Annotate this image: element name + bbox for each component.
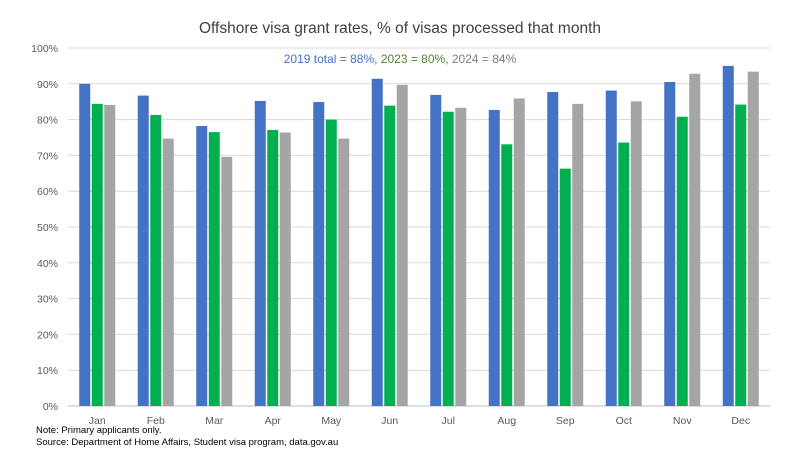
y-tick-label: 30% bbox=[37, 294, 58, 306]
subtitle-2023: 2023 = 80%, bbox=[377, 52, 449, 66]
chart-source: Source: Department of Home Affairs, Stud… bbox=[36, 437, 339, 448]
bar-jan-series-2 bbox=[91, 103, 103, 407]
bar-mar-series-2 bbox=[208, 132, 220, 406]
x-tick-label: Jul bbox=[442, 415, 455, 427]
x-tick-label: May bbox=[321, 415, 342, 427]
x-tick-label: Mar bbox=[205, 415, 224, 427]
y-tick-label: 20% bbox=[37, 329, 58, 341]
bar-mar-series-3 bbox=[221, 156, 233, 406]
y-tick-label: 90% bbox=[37, 79, 58, 91]
bar-oct-series-3 bbox=[630, 101, 642, 406]
x-tick-label: Jun bbox=[381, 415, 398, 427]
bar-nov-series-3 bbox=[689, 73, 701, 406]
y-tick-label: 0% bbox=[43, 401, 58, 413]
bar-aug-series-3 bbox=[513, 98, 525, 406]
bar-jul-series-3 bbox=[455, 107, 467, 406]
bar-feb-series-3 bbox=[162, 138, 174, 406]
bar-dec-series-3 bbox=[747, 71, 759, 407]
bar-feb-series-1 bbox=[137, 95, 149, 406]
x-tick-label: Sep bbox=[556, 415, 575, 427]
chart-note: Note: Primary applicants only. bbox=[36, 425, 162, 436]
bar-aug-series-2 bbox=[501, 144, 513, 406]
y-tick-label: 10% bbox=[37, 365, 58, 377]
bar-apr-series-1 bbox=[254, 100, 266, 406]
chart-title: Offshore visa grant rates, % of visas pr… bbox=[198, 20, 602, 37]
bar-jun-series-1 bbox=[371, 78, 383, 407]
bar-sep-series-3 bbox=[572, 103, 584, 407]
x-tick-label: Apr bbox=[265, 415, 282, 427]
subtitle-2024: 2024 = 84% bbox=[448, 52, 517, 66]
y-tick-label: 100% bbox=[31, 43, 58, 55]
y-tick-label: 60% bbox=[37, 186, 58, 198]
bar-dec-series-2 bbox=[735, 104, 747, 407]
y-tick-label: 50% bbox=[37, 222, 58, 234]
bar-may-series-2 bbox=[325, 119, 337, 406]
bar-may-series-1 bbox=[313, 102, 325, 407]
bar-nov-series-1 bbox=[664, 82, 676, 406]
x-tick-label: Feb bbox=[147, 415, 165, 427]
bar-apr-series-3 bbox=[279, 132, 291, 406]
subtitle-2019: 2019 total = 88%, bbox=[283, 52, 378, 66]
chart-subtitle: 2019 total = 88%, 2023 = 80%, 2024 = 84% bbox=[0, 52, 800, 66]
x-tick-label: Jan bbox=[89, 415, 106, 427]
y-tick-label: 40% bbox=[37, 258, 58, 270]
x-tick-label: Nov bbox=[673, 415, 692, 427]
bar-may-series-3 bbox=[338, 138, 350, 406]
x-tick-label: Oct bbox=[616, 415, 632, 427]
bar-dec-series-1 bbox=[722, 65, 734, 407]
x-tick-label: Dec bbox=[731, 415, 750, 427]
bar-aug-series-1 bbox=[488, 109, 500, 407]
bar-sep-series-2 bbox=[559, 168, 571, 406]
bar-feb-series-2 bbox=[150, 114, 162, 407]
y-tick-label: 80% bbox=[37, 115, 58, 127]
bar-jul-series-2 bbox=[442, 111, 454, 406]
bar-apr-series-2 bbox=[267, 129, 279, 406]
bar-jun-series-3 bbox=[396, 84, 408, 407]
bar-jun-series-2 bbox=[384, 105, 396, 406]
bar-oct-series-1 bbox=[605, 90, 617, 407]
bar-nov-series-2 bbox=[676, 116, 688, 407]
x-tick-label: Aug bbox=[497, 415, 516, 427]
bar-mar-series-1 bbox=[196, 126, 208, 406]
y-tick-label: 70% bbox=[37, 150, 58, 162]
bar-oct-series-2 bbox=[618, 142, 630, 406]
bar-jan-series-1 bbox=[79, 83, 91, 407]
bar-jan-series-3 bbox=[104, 104, 116, 406]
bar-jul-series-1 bbox=[430, 94, 442, 406]
bar-sep-series-1 bbox=[547, 92, 559, 406]
